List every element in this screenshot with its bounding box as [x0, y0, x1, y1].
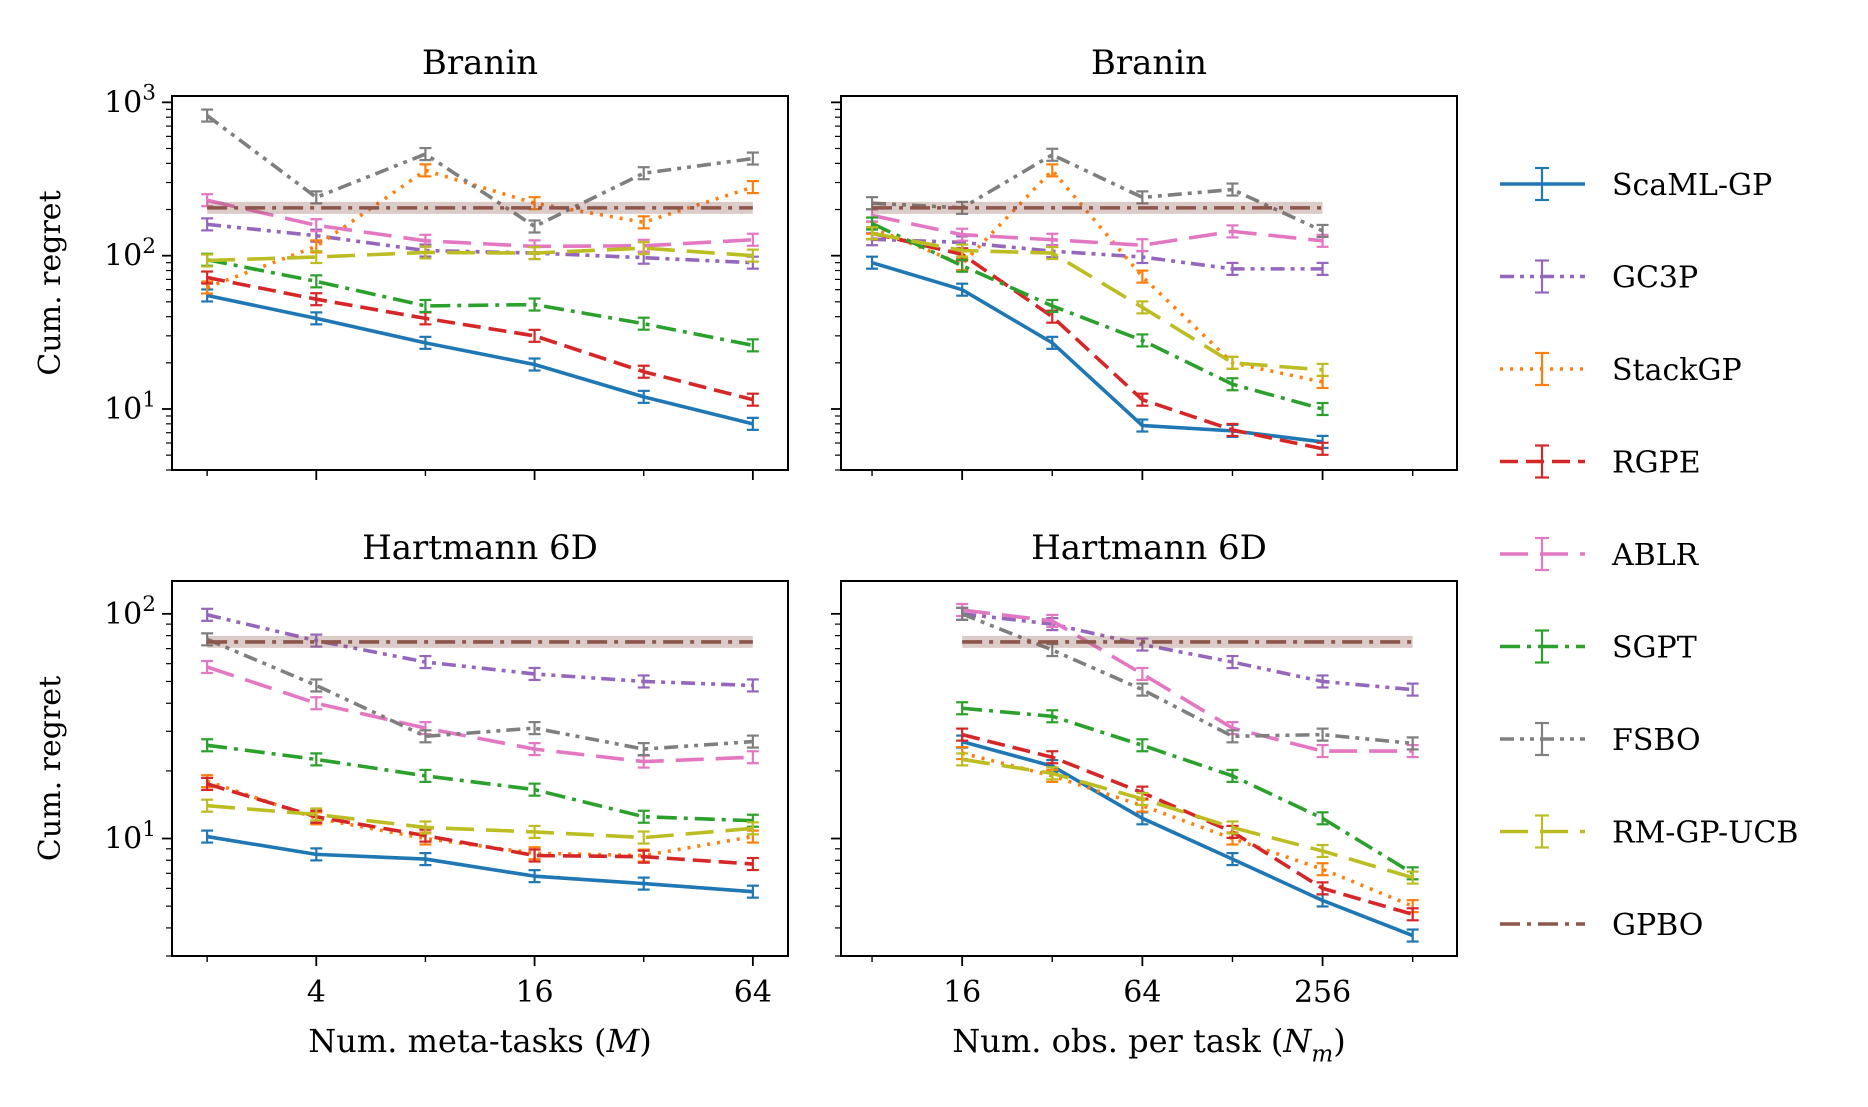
y-tick-label: 103 [104, 81, 156, 121]
x-tick-label: 16 [943, 975, 981, 1010]
series-line [206, 198, 753, 249]
series-line [206, 834, 753, 894]
plot-area [201, 607, 759, 899]
series-gc3p [201, 607, 759, 693]
x-axis-label: Num. meta-tasks (M) [308, 1022, 651, 1060]
series-line [206, 637, 753, 751]
series-line [206, 743, 753, 823]
axes-frame [840, 580, 1458, 957]
series-line [206, 613, 753, 688]
legend-item-ablr: ABLR [1500, 536, 1700, 573]
series-line [961, 612, 1413, 692]
series-scaml-gp [201, 288, 759, 431]
series-scaml-gp [201, 829, 759, 899]
series-line [206, 665, 753, 764]
panel-title: Hartmann 6D [1031, 528, 1267, 568]
y-axis-label: Cum. regret [33, 190, 68, 375]
legend-label: SGPT [1612, 631, 1697, 666]
series-line [206, 258, 754, 348]
series-line [206, 114, 754, 229]
legend-label: RM-GP-UCB [1612, 816, 1798, 851]
series-line [871, 260, 1323, 444]
plot-area [201, 108, 759, 431]
panels: Branin 101 102 103 Cum. regret Branin Hartmann… [33, 43, 1458, 1068]
y-tick-label: 102 [104, 592, 156, 632]
legend-item-rm-gp-ucb: RM-GP-UCB [1500, 814, 1798, 851]
x-axis-label: Num. obs. per task (Nm) [952, 1022, 1345, 1068]
legend-item-gpbo: GPBO [1500, 908, 1703, 943]
axes-frame [171, 580, 789, 957]
legend-label: GPBO [1612, 908, 1703, 943]
series-line [961, 732, 1414, 917]
legend-label: FSBO [1612, 723, 1701, 758]
series-fsbo [201, 108, 759, 234]
series-line [961, 608, 1413, 753]
series-line [871, 213, 1323, 248]
legend-item-gc3p: GC3P [1500, 259, 1698, 296]
axes-frame [171, 95, 789, 471]
panel-title: Hartmann 6D [362, 528, 598, 568]
series-line [206, 222, 753, 265]
plot-area [956, 602, 1419, 943]
series-line [871, 221, 1324, 411]
panel-1: Branin 101 102 103 Cum. regret [33, 43, 789, 480]
series-line [961, 612, 1413, 746]
legend-label: ABLR [1611, 538, 1700, 573]
series-fsbo [956, 606, 1419, 751]
x-tick-label: 256 [1294, 975, 1351, 1010]
series-line [206, 779, 754, 858]
legend-item-scaml-gp: ScaML-GP [1500, 166, 1772, 203]
series-line [871, 231, 1323, 451]
legend-item-fsbo: FSBO [1500, 721, 1701, 758]
legend-item-stackgp: StackGP [1500, 351, 1742, 388]
series-rgpe [201, 270, 759, 407]
legend-item-sgpt: SGPT [1500, 629, 1697, 666]
panel-title: Branin [1091, 43, 1207, 83]
x-tick-label: 16 [515, 975, 553, 1010]
series-sgpt [201, 738, 759, 828]
series-rm-gp-ucb [201, 241, 759, 268]
legend-label: RGPE [1612, 446, 1701, 481]
series-line [961, 706, 1414, 875]
series-fsbo [201, 632, 759, 757]
legend-label: GC3P [1612, 261, 1698, 296]
x-tick-label: 64 [734, 975, 772, 1010]
series-sgpt [866, 216, 1329, 417]
panel-2: Branin [831, 43, 1458, 480]
y-tick-label: 102 [104, 234, 156, 274]
series-line [206, 803, 754, 840]
y-axis-label: Cum. regret [33, 676, 68, 861]
y-tick-label: 101 [104, 387, 156, 427]
series-line [961, 739, 1414, 938]
y-tick-label: 101 [104, 817, 156, 857]
legend-label: ScaML-GP [1612, 168, 1772, 203]
series-rm-gp-ucb [201, 798, 759, 845]
series-rm-gp-ucb [956, 752, 1419, 885]
axes-frame [840, 95, 1458, 471]
legend: ScaML-GP GC3P StackGP RGPE ABLR SGPT FSBO RM-GP… [1500, 166, 1798, 943]
series-line [206, 293, 754, 426]
panel-4: Hartmann 6D 16 64 256 Num. obs. per task (Nm… [831, 528, 1458, 1068]
legend-item-rgpe: RGPE [1500, 444, 1701, 481]
series-line [207, 246, 753, 263]
series-line [871, 152, 1324, 233]
panel-3: Hartmann 6D 4 16 64 101 102 Cum. regret Num. me… [33, 528, 789, 1060]
series-line [206, 275, 754, 402]
x-tick-label: 64 [1123, 975, 1161, 1010]
series-ablr [866, 208, 1329, 253]
plot-area [866, 147, 1329, 456]
series-line [871, 231, 1323, 372]
series-rm-gp-ucb [866, 226, 1329, 377]
legend-label: StackGP [1612, 353, 1742, 388]
panel-title: Branin [422, 43, 538, 83]
x-tick-label: 4 [307, 975, 326, 1010]
